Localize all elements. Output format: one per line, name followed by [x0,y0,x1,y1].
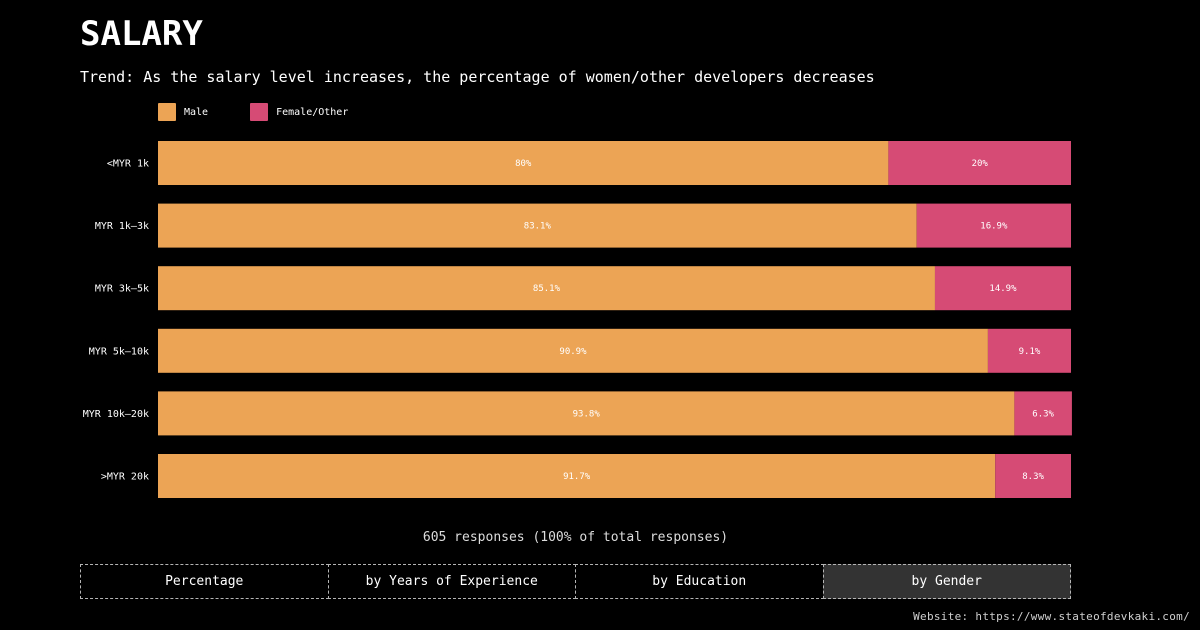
category-label: MYR 10k–20k [83,409,149,420]
bar-male [158,391,1015,436]
data-label-male: 83.1% [524,222,552,232]
legend-label-male: Male [184,106,209,118]
data-label-female: 20% [972,159,989,169]
data-label-male: 93.8% [573,409,601,419]
category-label: MYR 1k–3k [95,221,149,232]
tab-by-education[interactable]: by Education [575,564,824,599]
tab-by-years-of-experience[interactable]: by Years of Experience [327,564,576,599]
responses-count: 605 responses (100% of total responses) [422,530,729,545]
legend-item-female: Female/Other [250,103,348,121]
bar-male [158,203,917,248]
bar-male [158,454,996,498]
tab-by-gender[interactable]: by Gender [822,564,1071,599]
website-link[interactable]: Website: https://www.stateofdevkaki.com/ [913,610,1190,623]
bar-female [1014,391,1072,436]
page-title: SALARY [80,14,203,54]
category-label: <MYR 1k [107,159,149,170]
data-label-male: 85.1% [533,284,561,294]
category-label: MYR 3k–5k [95,284,149,295]
view-tabs: Percentage by Years of Experience by Educa… [80,564,1071,599]
bar-male [158,328,988,373]
legend-swatch-male [158,103,176,121]
data-label-female: 16.9% [980,222,1008,232]
data-label-female: 8.3% [1022,472,1044,482]
bar-male [158,141,889,185]
data-label-female: 6.3% [1032,409,1054,419]
bar-female [995,454,1071,498]
bar-male [158,266,935,311]
data-label-female: 14.9% [989,284,1017,294]
legend-label-female: Female/Other [276,106,349,118]
stacked-bar-chart: <MYR 1k 80% 20% MYR 1k–3k 83.1% 16.9% MYR 3k–5… [83,141,1072,498]
bar-female [934,266,1071,311]
bar-female [987,328,1071,373]
category-label: >MYR 20k [101,472,149,483]
category-label: MYR 5k–10k [89,346,149,357]
data-label-male: 91.7% [563,472,591,482]
tab-percentage[interactable]: Percentage [80,564,329,599]
data-label-male: 90.9% [559,347,587,357]
legend-swatch-female [250,103,269,121]
chart-subtitle: Trend: As the salary level increases, th… [80,68,875,86]
data-label-male: 80% [515,159,532,169]
bar-female [888,141,1071,185]
data-label-female: 9.1% [1019,347,1041,357]
chart-legend: Male Female/Other [158,102,390,122]
bar-female [916,203,1071,248]
legend-item-male: Male [158,103,208,121]
